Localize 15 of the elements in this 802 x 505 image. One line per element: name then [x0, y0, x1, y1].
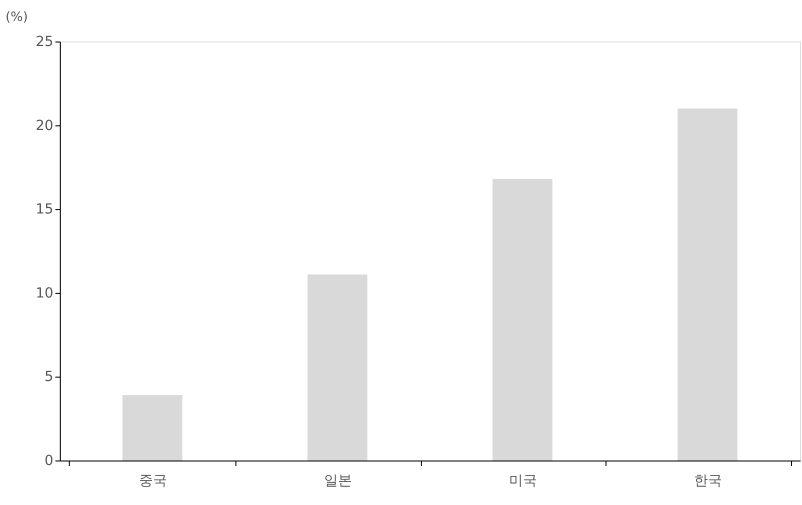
- y-tick-label: 15: [36, 202, 54, 218]
- x-tick-label: 중국: [138, 472, 167, 489]
- bar: [307, 274, 368, 460]
- y-tick-label: 20: [36, 118, 54, 134]
- x-tick-label: 미국: [508, 472, 537, 489]
- y-tick-label: 0: [44, 452, 54, 469]
- x-tick-label: 일본: [324, 472, 352, 489]
- y-axis-title: (%): [5, 10, 28, 26]
- bar: [492, 178, 552, 460]
- y-tick-label: 5: [44, 369, 54, 386]
- y-tick-label: 25: [36, 34, 54, 50]
- bar: [122, 395, 182, 460]
- bar: [678, 108, 738, 460]
- y-tick-label: 10: [36, 285, 54, 302]
- x-tick-label: 한국: [694, 472, 722, 489]
